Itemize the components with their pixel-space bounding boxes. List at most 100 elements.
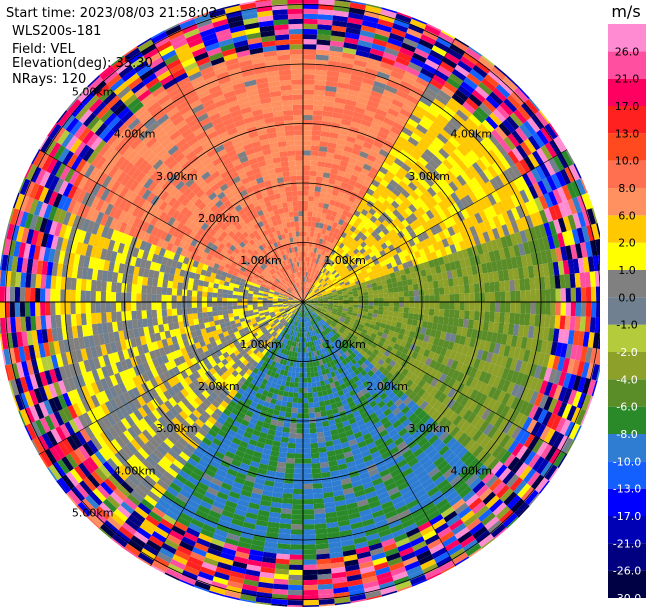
range-gate (434, 213, 444, 224)
range-gate (386, 183, 396, 192)
range-gate (368, 305, 374, 310)
range-gate (449, 294, 455, 302)
range-gate (344, 281, 351, 286)
range-gate (341, 238, 348, 245)
range-gate (429, 206, 439, 217)
range-gate (288, 569, 303, 576)
range-gate (402, 37, 419, 48)
range-gate (451, 325, 458, 335)
range-gate (343, 172, 352, 180)
range-gate (295, 443, 303, 449)
range-gate (333, 264, 339, 270)
range-gate (530, 421, 542, 436)
range-gate (303, 69, 316, 75)
range-gate (555, 288, 561, 302)
range-gate (489, 291, 496, 302)
range-gate (399, 352, 407, 361)
range-gate (388, 166, 399, 176)
range-gate (319, 313, 325, 317)
range-gate (342, 322, 349, 328)
range-gate (381, 318, 388, 325)
range-gate (307, 216, 312, 222)
range-gate (291, 509, 303, 515)
range-gate (348, 12, 364, 20)
range-gate (597, 254, 600, 271)
range-gate (592, 255, 600, 272)
range-gate (454, 293, 460, 302)
range-gate (531, 114, 545, 130)
range-gate (310, 291, 315, 296)
range-gate (523, 120, 537, 136)
range-gate (373, 305, 379, 310)
range-gate (429, 295, 435, 302)
range-gate (333, 217, 340, 224)
range-gate (373, 298, 379, 302)
range-gate (411, 17, 428, 25)
range-gate (339, 202, 347, 210)
range-gate (358, 172, 368, 181)
range-gate (311, 130, 321, 136)
range-gate (280, 436, 289, 443)
range-gate (442, 316, 449, 325)
range-gate (328, 266, 334, 272)
range-gate (407, 136, 419, 147)
range-gate (309, 278, 313, 284)
range-gate (290, 376, 296, 383)
range-gate (331, 291, 338, 295)
range-gate (472, 320, 479, 330)
range-gate (405, 370, 414, 380)
range-gate (382, 288, 389, 294)
range-gate (519, 278, 526, 291)
range-gate (443, 125, 456, 137)
range-gate (344, 140, 355, 149)
range-gate (497, 378, 506, 391)
range-gate (444, 294, 450, 302)
range-gate (374, 75, 389, 85)
range-gate (319, 260, 324, 266)
range-gate (353, 228, 361, 236)
range-gate (436, 113, 450, 126)
range-gate (352, 335, 359, 341)
range-gate (420, 240, 428, 249)
range-gate (303, 34, 317, 40)
range-gate (570, 302, 577, 317)
range-gate (371, 282, 378, 288)
range-gate (498, 248, 506, 260)
range-gate (423, 334, 430, 343)
range-gate (416, 256, 424, 265)
range-gate (304, 286, 306, 292)
range-gate (417, 72, 432, 83)
range-gate (505, 257, 513, 270)
range-gate (451, 213, 461, 224)
range-gate (406, 118, 419, 129)
range-gate (421, 166, 432, 177)
range-gate (343, 294, 349, 298)
range-gate (596, 365, 600, 381)
range-gate (303, 504, 314, 510)
range-gate (404, 122, 416, 133)
range-gate (502, 420, 514, 435)
range-gate (529, 313, 536, 327)
range-gate (350, 0, 367, 6)
range-gate (356, 260, 363, 267)
range-gate (313, 263, 318, 269)
range-gate (543, 207, 554, 223)
range-gate (492, 87, 507, 102)
range-gate (303, 150, 311, 156)
range-gate (499, 280, 505, 292)
range-gate (345, 271, 352, 277)
range-gate (292, 499, 303, 505)
range-gate (435, 94, 449, 106)
range-gate (357, 326, 364, 332)
range-gate (439, 347, 448, 357)
range-gate (314, 280, 318, 286)
range-gate (331, 278, 337, 283)
range-gate (432, 315, 439, 324)
range-gate (367, 287, 373, 292)
range-gate (544, 123, 558, 140)
range-gate (344, 37, 359, 45)
range-gate (504, 407, 515, 421)
range-gate (552, 261, 560, 276)
range-gate (299, 372, 303, 378)
range-gate (307, 303, 313, 306)
